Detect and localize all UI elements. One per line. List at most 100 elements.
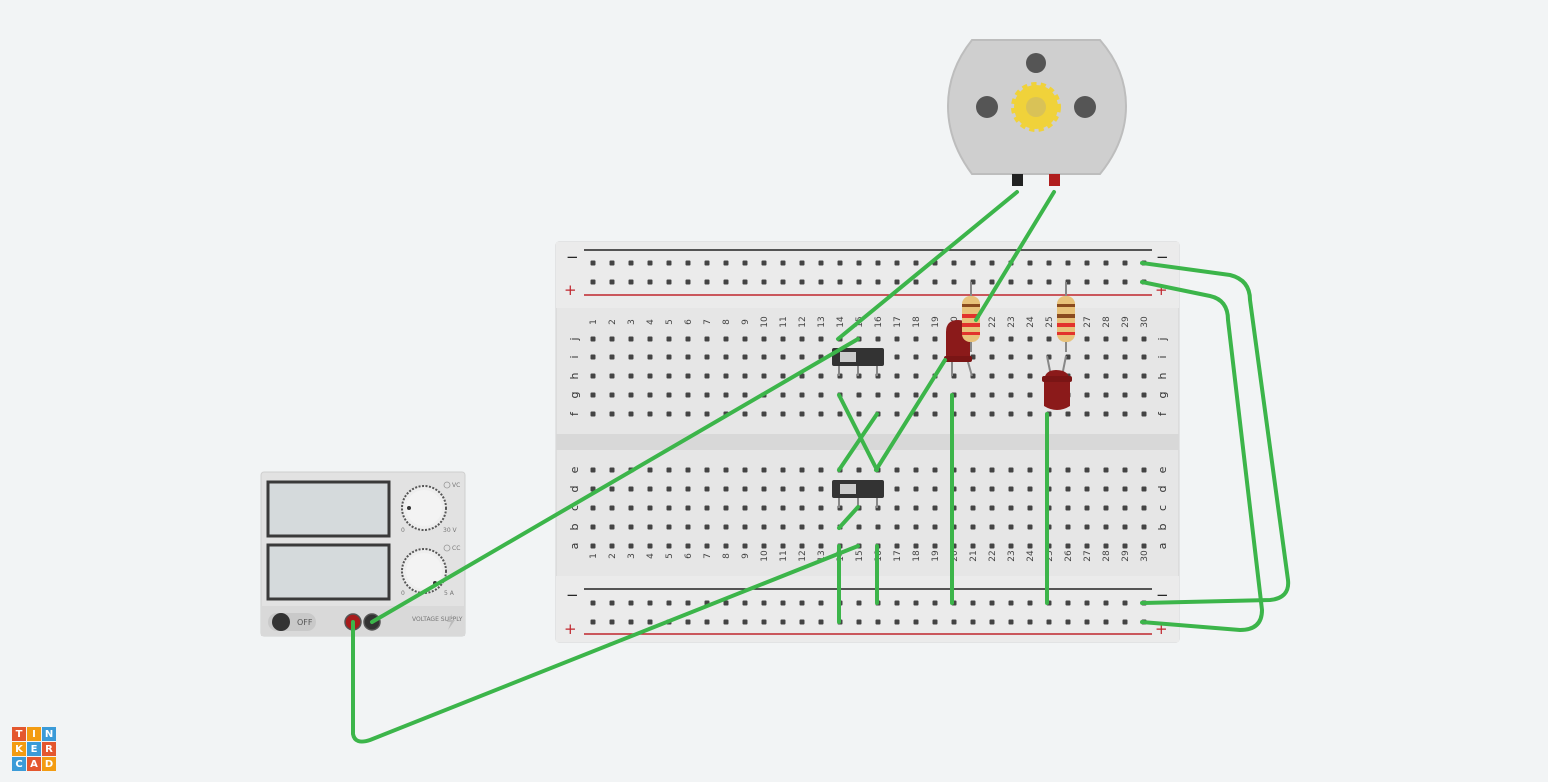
breadboard-hole[interactable] bbox=[723, 467, 729, 473]
breadboard-hole[interactable] bbox=[1103, 505, 1109, 511]
rail-hole[interactable] bbox=[932, 600, 938, 606]
breadboard-hole[interactable] bbox=[1008, 354, 1014, 360]
breadboard-hole[interactable] bbox=[1065, 467, 1071, 473]
breadboard-hole[interactable] bbox=[647, 336, 653, 342]
breadboard-hole[interactable] bbox=[1141, 336, 1147, 342]
breadboard-hole[interactable] bbox=[704, 336, 710, 342]
rail-hole[interactable] bbox=[989, 260, 995, 266]
rail-hole[interactable] bbox=[875, 279, 881, 285]
rail-hole[interactable] bbox=[818, 619, 824, 625]
rail-hole[interactable] bbox=[704, 260, 710, 266]
breadboard-hole[interactable] bbox=[1084, 392, 1090, 398]
breadboard-hole[interactable] bbox=[989, 336, 995, 342]
breadboard-hole[interactable] bbox=[609, 373, 615, 379]
rail-hole[interactable] bbox=[932, 279, 938, 285]
rail-hole[interactable] bbox=[723, 279, 729, 285]
breadboard-hole[interactable] bbox=[1027, 543, 1033, 549]
rail-hole[interactable] bbox=[704, 279, 710, 285]
breadboard-hole[interactable] bbox=[685, 543, 691, 549]
rail-hole[interactable] bbox=[1008, 600, 1014, 606]
breadboard-hole[interactable] bbox=[704, 411, 710, 417]
breadboard-hole[interactable] bbox=[742, 486, 748, 492]
wire-rail-plus-link[interactable] bbox=[1140, 280, 1264, 632]
breadboard-hole[interactable] bbox=[590, 524, 596, 530]
breadboard-hole[interactable] bbox=[628, 336, 634, 342]
breadboard-hole[interactable] bbox=[761, 354, 767, 360]
rail-hole[interactable] bbox=[704, 619, 710, 625]
wire-switch-cross-1[interactable] bbox=[837, 393, 879, 472]
breadboard-hole[interactable] bbox=[1084, 543, 1090, 549]
breadboard-hole[interactable] bbox=[913, 336, 919, 342]
rail-hole[interactable] bbox=[894, 600, 900, 606]
breadboard-hole[interactable] bbox=[723, 354, 729, 360]
breadboard-hole[interactable] bbox=[590, 392, 596, 398]
rail-hole[interactable] bbox=[666, 600, 672, 606]
breadboard-hole[interactable] bbox=[1141, 392, 1147, 398]
breadboard-hole[interactable] bbox=[1084, 467, 1090, 473]
breadboard-hole[interactable] bbox=[1065, 486, 1071, 492]
rail-hole[interactable] bbox=[628, 260, 634, 266]
rail-hole[interactable] bbox=[799, 619, 805, 625]
breadboard-hole[interactable] bbox=[609, 486, 615, 492]
rail-hole[interactable] bbox=[723, 619, 729, 625]
led-2[interactable] bbox=[1042, 355, 1072, 410]
breadboard-hole[interactable] bbox=[799, 505, 805, 511]
breadboard-hole[interactable] bbox=[1103, 411, 1109, 417]
breadboard-hole[interactable] bbox=[761, 411, 767, 417]
rail-hole[interactable] bbox=[590, 260, 596, 266]
breadboard-hole[interactable] bbox=[590, 543, 596, 549]
breadboard-hole[interactable] bbox=[818, 543, 824, 549]
rail-hole[interactable] bbox=[647, 260, 653, 266]
wire-rail-minus-link[interactable] bbox=[1140, 261, 1291, 605]
breadboard-hole[interactable] bbox=[628, 411, 634, 417]
rail-hole[interactable] bbox=[932, 619, 938, 625]
breadboard-hole[interactable] bbox=[704, 505, 710, 511]
breadboard-hole[interactable] bbox=[666, 543, 672, 549]
breadboard-hole[interactable] bbox=[666, 467, 672, 473]
breadboard-hole[interactable] bbox=[856, 467, 862, 473]
breadboard-hole[interactable] bbox=[989, 392, 995, 398]
breadboard-hole[interactable] bbox=[647, 411, 653, 417]
rail-hole[interactable] bbox=[1103, 600, 1109, 606]
breadboard-hole[interactable] bbox=[609, 467, 615, 473]
rail-hole[interactable] bbox=[913, 279, 919, 285]
breadboard-hole[interactable] bbox=[590, 505, 596, 511]
voltage-knob[interactable] bbox=[401, 485, 447, 531]
rail-hole[interactable] bbox=[970, 600, 976, 606]
breadboard-hole[interactable] bbox=[932, 486, 938, 492]
breadboard-hole[interactable] bbox=[590, 411, 596, 417]
rail-hole[interactable] bbox=[856, 279, 862, 285]
breadboard-hole[interactable] bbox=[1141, 373, 1147, 379]
breadboard-hole[interactable] bbox=[818, 524, 824, 530]
breadboard-hole[interactable] bbox=[685, 467, 691, 473]
rail-hole[interactable] bbox=[761, 279, 767, 285]
breadboard-hole[interactable] bbox=[799, 543, 805, 549]
rail-hole[interactable] bbox=[780, 260, 786, 266]
rail-hole[interactable] bbox=[856, 619, 862, 625]
breadboard-hole[interactable] bbox=[609, 411, 615, 417]
breadboard-hole[interactable] bbox=[780, 486, 786, 492]
breadboard-hole[interactable] bbox=[704, 392, 710, 398]
breadboard-hole[interactable] bbox=[894, 486, 900, 492]
breadboard-hole[interactable] bbox=[666, 486, 672, 492]
rail-hole[interactable] bbox=[989, 600, 995, 606]
breadboard-hole[interactable] bbox=[685, 505, 691, 511]
breadboard-hole[interactable] bbox=[818, 505, 824, 511]
rail-hole[interactable] bbox=[951, 619, 957, 625]
rail-hole[interactable] bbox=[1103, 619, 1109, 625]
breadboard-hole[interactable] bbox=[989, 467, 995, 473]
breadboard-hole[interactable] bbox=[780, 336, 786, 342]
breadboard-hole[interactable] bbox=[761, 467, 767, 473]
breadboard-hole[interactable] bbox=[818, 392, 824, 398]
rail-hole[interactable] bbox=[799, 279, 805, 285]
breadboard-hole[interactable] bbox=[1103, 392, 1109, 398]
breadboard-hole[interactable] bbox=[932, 354, 938, 360]
breadboard-hole[interactable] bbox=[970, 392, 976, 398]
breadboard-hole[interactable] bbox=[1141, 543, 1147, 549]
breadboard-hole[interactable] bbox=[1027, 411, 1033, 417]
breadboard-hole[interactable] bbox=[780, 392, 786, 398]
breadboard-hole[interactable] bbox=[1065, 354, 1071, 360]
breadboard-hole[interactable] bbox=[932, 505, 938, 511]
breadboard-hole[interactable] bbox=[761, 373, 767, 379]
